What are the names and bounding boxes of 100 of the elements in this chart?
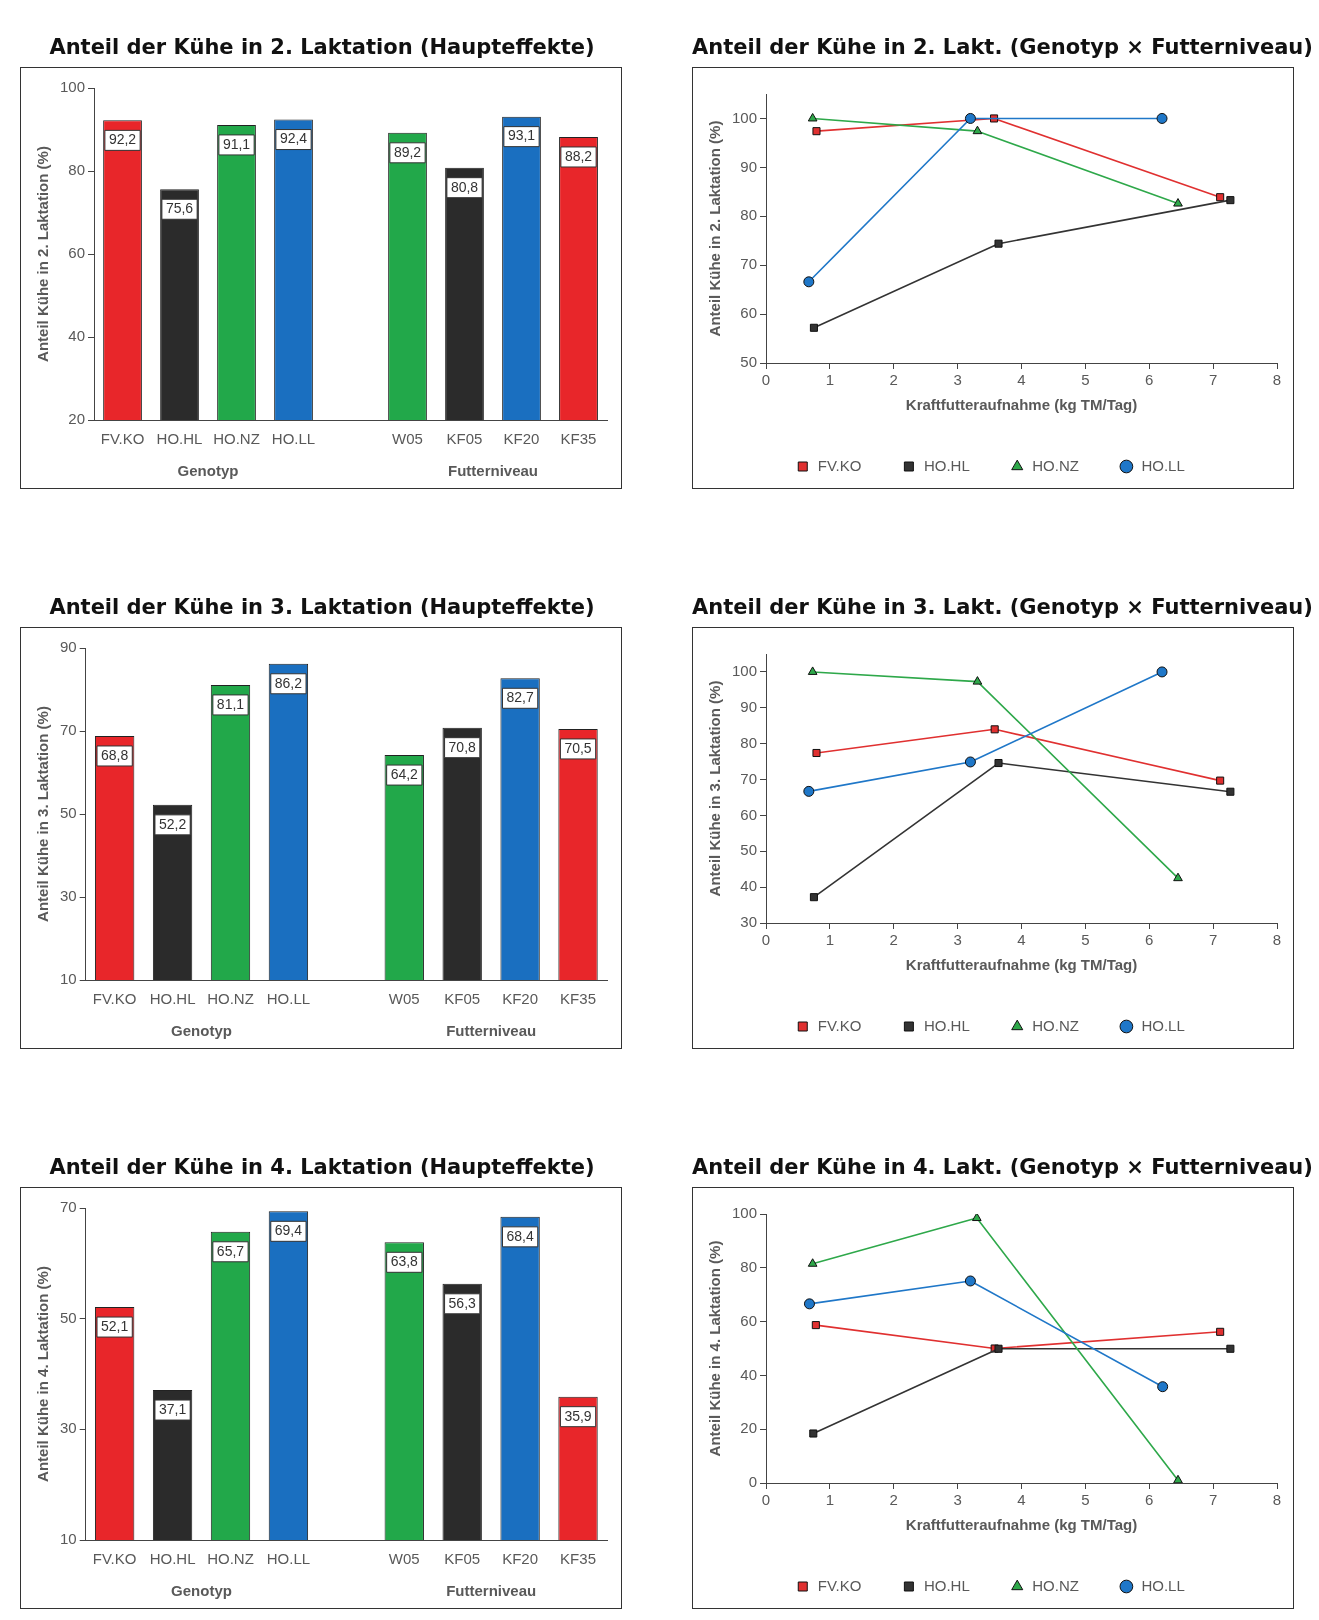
legend-label: HO.HL: [923, 1576, 970, 1594]
x-tick-label: FV.KO: [92, 990, 137, 1008]
x-tick-label: 7: [1208, 1491, 1218, 1509]
x-tick-label: W05: [388, 990, 420, 1008]
y-tick-label: 90: [740, 697, 758, 715]
x-tick-label: 4: [1017, 931, 1026, 949]
y-tick-label: 30: [60, 887, 77, 905]
data-label: 52,2: [158, 815, 187, 832]
x-tick-label: 0: [761, 1491, 771, 1509]
legend-label: FV.KO: [817, 1576, 862, 1594]
y-tick-label: 60: [740, 805, 758, 823]
legend-label: FV.KO: [817, 1016, 862, 1034]
x-tick-label: 2: [889, 371, 898, 389]
data-label: 88,2: [564, 147, 593, 164]
y-tick-label: 80: [740, 1257, 758, 1275]
y-tick-label: 70: [60, 1198, 77, 1216]
data-label: 91,1: [222, 135, 251, 152]
x-tick-label: HO.LL: [271, 430, 316, 448]
data-label: 92,4: [279, 130, 308, 147]
legend-label: HO.HL: [923, 456, 970, 474]
data-label: 65,7: [216, 1242, 245, 1259]
x-tick-label: HO.LL: [266, 990, 311, 1008]
data-label: 68,4: [506, 1227, 534, 1244]
x-tick-label: HO.HL: [149, 990, 196, 1008]
x-tick-label: 5: [1081, 371, 1090, 389]
x-tick-label: 3: [953, 1491, 962, 1509]
legend-label: HO.NZ: [1032, 1576, 1079, 1594]
y-tick-label: 40: [740, 1365, 758, 1383]
data-label: 86,2: [274, 674, 303, 691]
data-label: 92,2: [108, 131, 137, 148]
x-tick-label: 6: [1145, 371, 1154, 389]
x-tick-label: 3: [953, 931, 962, 949]
data-label: 63,8: [390, 1253, 419, 1270]
legend-label: HO.NZ: [1032, 456, 1079, 474]
chart-title: Anteil der Kühe in 3. Laktation (Haupteffekte): [48, 594, 596, 621]
y-tick-label: 60: [68, 244, 86, 262]
text: Genotyp: [171, 1582, 232, 1600]
y-tick-label: 100: [732, 108, 758, 126]
data-label: 37,1: [158, 1400, 187, 1417]
text: Futterniveau: [446, 1022, 537, 1040]
data-label: 81,1: [216, 695, 245, 712]
y-tick-label: 10: [60, 970, 77, 988]
x-tick-label: 5: [1081, 931, 1090, 949]
y-axis-title: Anteil Kühe in 2. Laktation (%): [34, 146, 52, 362]
y-tick-label: 10: [60, 1530, 77, 1548]
legend-label: HO.HL: [923, 1016, 970, 1034]
data-label: 52,1: [101, 1317, 129, 1334]
y-axis-title: Anteil Kühe in 3. Laktation (%): [706, 680, 724, 897]
x-tick-label: 5: [1081, 1491, 1090, 1509]
data-label: 70,5: [564, 739, 592, 756]
text: Genotyp: [177, 462, 239, 480]
x-tick-label: KF20: [502, 990, 539, 1008]
text: Genotyp: [171, 1022, 232, 1040]
x-tick-label: 1: [825, 371, 835, 389]
y-tick-label: 30: [740, 913, 758, 931]
x-tick-label: 0: [761, 371, 771, 389]
x-tick-label: 8: [1272, 1491, 1282, 1509]
data-label: 89,2: [393, 143, 422, 160]
y-tick-label: 60: [740, 304, 758, 322]
y-tick-label: 80: [68, 161, 86, 179]
x-tick-label: KF35: [560, 1550, 596, 1568]
x-tick-label: 2: [889, 1491, 898, 1509]
x-tick-label: KF20: [503, 430, 540, 448]
x-tick-label: HO.LL: [266, 1550, 311, 1568]
data-label: 75,6: [165, 200, 194, 217]
y-tick-label: 20: [68, 410, 86, 428]
chart-title: Anteil der Kühe in 4. Lakt. (Genotyp × Futterniveau): [692, 1154, 1313, 1181]
data-label: 64,2: [390, 765, 419, 782]
y-tick-label: 50: [740, 841, 758, 859]
data-label: 93,1: [507, 127, 536, 144]
text: Futterniveau: [446, 1582, 537, 1600]
y-tick-label: 90: [740, 157, 758, 175]
x-tick-label: KF05: [446, 430, 483, 448]
data-label: 69,4: [274, 1222, 303, 1239]
y-tick-label: 100: [732, 1204, 758, 1222]
x-tick-label: 4: [1017, 1491, 1026, 1509]
chart-title: Anteil der Kühe in 2. Laktation (Haupteffekte): [48, 34, 596, 61]
x-tick-label: W05: [392, 430, 423, 448]
data-label: 80,8: [450, 178, 479, 195]
x-axis-title: Kraftfutteraufnahme (kg TM/Tag): [905, 956, 1138, 974]
y-axis-title: Anteil Kühe in 4. Laktation (%): [706, 1240, 724, 1457]
x-tick-label: KF35: [560, 430, 597, 448]
legend-label: FV.KO: [817, 456, 862, 474]
x-tick-label: HO.NZ: [207, 1550, 254, 1568]
data-label: 56,3: [448, 1294, 477, 1311]
x-tick-label: 0: [761, 931, 771, 949]
x-tick-label: HO.NZ: [207, 990, 254, 1008]
legend-label: HO.LL: [1141, 1576, 1185, 1594]
x-tick-label: HO.HL: [149, 1550, 196, 1568]
x-tick-label: 7: [1208, 371, 1218, 389]
text: Futterniveau: [448, 462, 539, 480]
x-tick-label: HO.NZ: [213, 430, 260, 448]
y-tick-label: 80: [740, 206, 758, 224]
y-axis-title: Anteil Kühe in 2. Laktation (%): [706, 120, 724, 337]
chart-title: Anteil der Kühe in 2. Lakt. (Genotyp × Futterniveau): [692, 34, 1313, 61]
x-tick-label: 1: [825, 931, 835, 949]
data-label: 35,9: [564, 1407, 592, 1424]
chart-title: Anteil der Kühe in 3. Lakt. (Genotyp × Futterniveau): [692, 594, 1313, 621]
y-tick-label: 80: [740, 733, 758, 751]
legend-label: HO.LL: [1141, 456, 1185, 474]
